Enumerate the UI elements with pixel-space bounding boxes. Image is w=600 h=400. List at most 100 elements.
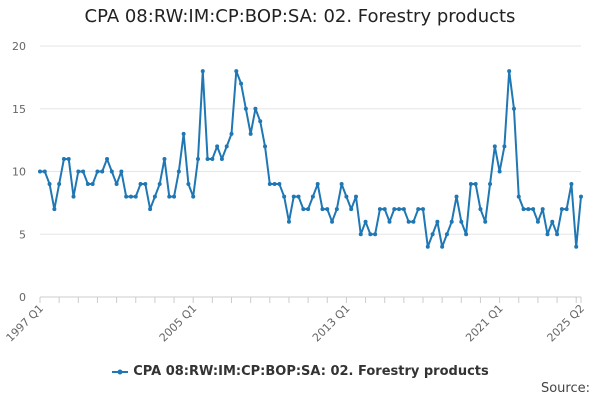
data-point	[401, 207, 406, 212]
legend-label: CPA 08:RW:IM:CP:BOP:SA: 02. Forestry pro…	[133, 364, 489, 379]
data-point	[507, 69, 512, 74]
data-point	[310, 194, 315, 199]
data-point	[148, 207, 153, 212]
data-point	[373, 232, 378, 237]
data-point	[301, 207, 306, 212]
data-point	[368, 232, 373, 237]
data-point	[516, 194, 521, 199]
source-label: Source:	[540, 381, 590, 396]
data-point	[579, 194, 583, 199]
x-tick-label: 2025 Q2	[545, 302, 588, 345]
data-point	[172, 194, 177, 199]
data-point	[449, 219, 454, 224]
y-tick-label: 5	[19, 228, 26, 241]
data-point	[162, 156, 167, 161]
data-point	[229, 131, 234, 136]
data-point	[540, 207, 545, 212]
data-point	[416, 207, 421, 212]
data-point	[234, 69, 239, 74]
data-point	[545, 232, 550, 237]
data-point	[38, 169, 42, 174]
x-tick-label: 2005 Q1	[157, 302, 200, 345]
data-point	[344, 194, 349, 199]
data-point	[66, 156, 71, 161]
data-point	[325, 207, 330, 212]
data-point	[502, 144, 507, 149]
data-point	[277, 182, 282, 187]
data-point	[143, 182, 148, 187]
data-point	[248, 131, 253, 136]
data-point	[435, 219, 440, 224]
data-point	[253, 106, 258, 111]
data-point	[258, 119, 263, 124]
data-point	[444, 232, 449, 237]
data-point	[483, 219, 488, 224]
data-point	[411, 219, 416, 224]
data-point	[574, 244, 579, 249]
data-point	[114, 182, 119, 187]
data-point	[526, 207, 531, 212]
data-point	[349, 207, 354, 212]
data-point	[85, 182, 90, 187]
data-point	[454, 194, 459, 199]
data-point	[57, 182, 62, 187]
data-point	[555, 232, 560, 237]
x-tick-label: 2021 Q1	[463, 302, 506, 345]
data-point	[61, 156, 66, 161]
data-point	[119, 169, 124, 174]
data-point	[320, 207, 325, 212]
data-point	[473, 182, 478, 187]
data-point	[133, 194, 138, 199]
data-point	[90, 182, 95, 187]
data-point	[521, 207, 526, 212]
data-point	[215, 144, 220, 149]
data-point	[76, 169, 81, 174]
data-point	[286, 219, 291, 224]
data-point	[488, 182, 493, 187]
data-point	[95, 169, 100, 174]
data-point	[306, 207, 311, 212]
data-point	[219, 156, 224, 161]
legend[interactable]: CPA 08:RW:IM:CP:BOP:SA: 02. Forestry pro…	[0, 364, 600, 379]
data-point	[492, 144, 497, 149]
data-point	[569, 182, 574, 187]
data-point	[550, 219, 555, 224]
data-point	[152, 194, 157, 199]
data-point	[377, 207, 382, 212]
data-point	[387, 219, 392, 224]
series-line	[40, 70, 582, 248]
data-point	[330, 219, 335, 224]
data-point	[71, 194, 76, 199]
data-point	[42, 169, 47, 174]
data-point	[267, 182, 272, 187]
data-point	[124, 194, 129, 199]
data-point	[430, 232, 435, 237]
data-point	[239, 81, 244, 86]
x-tick-label: 1997 Q1	[4, 302, 47, 345]
data-point	[468, 182, 473, 187]
data-point	[210, 156, 215, 161]
data-point	[511, 106, 516, 111]
y-tick-label: 10	[12, 166, 26, 179]
data-point	[52, 207, 57, 212]
data-point	[440, 244, 445, 249]
data-point	[382, 207, 387, 212]
data-point	[205, 156, 210, 161]
chart-title: CPA 08:RW:IM:CP:BOP:SA: 02. Forestry pro…	[84, 6, 516, 27]
data-point	[334, 207, 339, 212]
data-point	[497, 169, 502, 174]
data-point	[459, 219, 464, 224]
data-point	[109, 169, 114, 174]
data-point	[138, 182, 143, 187]
data-point	[186, 182, 191, 187]
data-point	[272, 182, 277, 187]
data-point	[157, 182, 162, 187]
data-point	[392, 207, 397, 212]
data-point	[296, 194, 301, 199]
data-point	[363, 219, 368, 224]
data-point	[559, 207, 564, 212]
legend-line-marker-icon	[112, 369, 129, 374]
data-point	[100, 169, 105, 174]
data-point	[531, 207, 536, 212]
data-point	[464, 232, 469, 237]
